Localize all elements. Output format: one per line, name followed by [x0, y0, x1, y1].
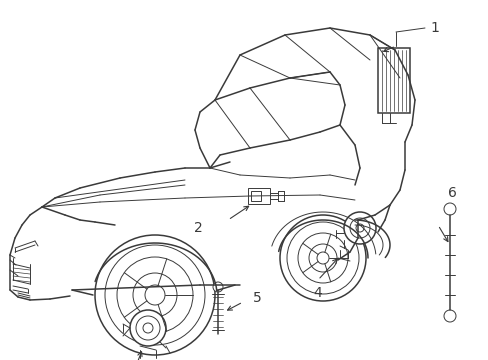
Text: 6: 6 [447, 186, 455, 200]
Bar [247, 188, 269, 204]
Circle shape [213, 282, 223, 292]
Circle shape [105, 245, 204, 345]
Circle shape [286, 222, 358, 294]
Text: 1: 1 [429, 21, 438, 35]
Circle shape [443, 203, 455, 215]
Circle shape [280, 215, 365, 301]
Text: 4: 4 [313, 286, 322, 300]
Text: 2: 2 [193, 221, 202, 235]
Circle shape [95, 235, 215, 355]
Circle shape [349, 218, 369, 238]
Circle shape [130, 310, 165, 346]
Circle shape [297, 233, 347, 283]
Text: 5: 5 [252, 291, 261, 305]
Circle shape [355, 224, 363, 232]
Circle shape [343, 212, 375, 244]
Circle shape [117, 257, 193, 333]
Circle shape [142, 323, 153, 333]
Circle shape [308, 244, 336, 272]
Bar [377, 48, 409, 113]
Circle shape [133, 273, 177, 317]
Circle shape [136, 316, 160, 340]
Bar [250, 191, 261, 201]
Circle shape [443, 310, 455, 322]
Circle shape [145, 285, 164, 305]
Circle shape [316, 252, 328, 264]
